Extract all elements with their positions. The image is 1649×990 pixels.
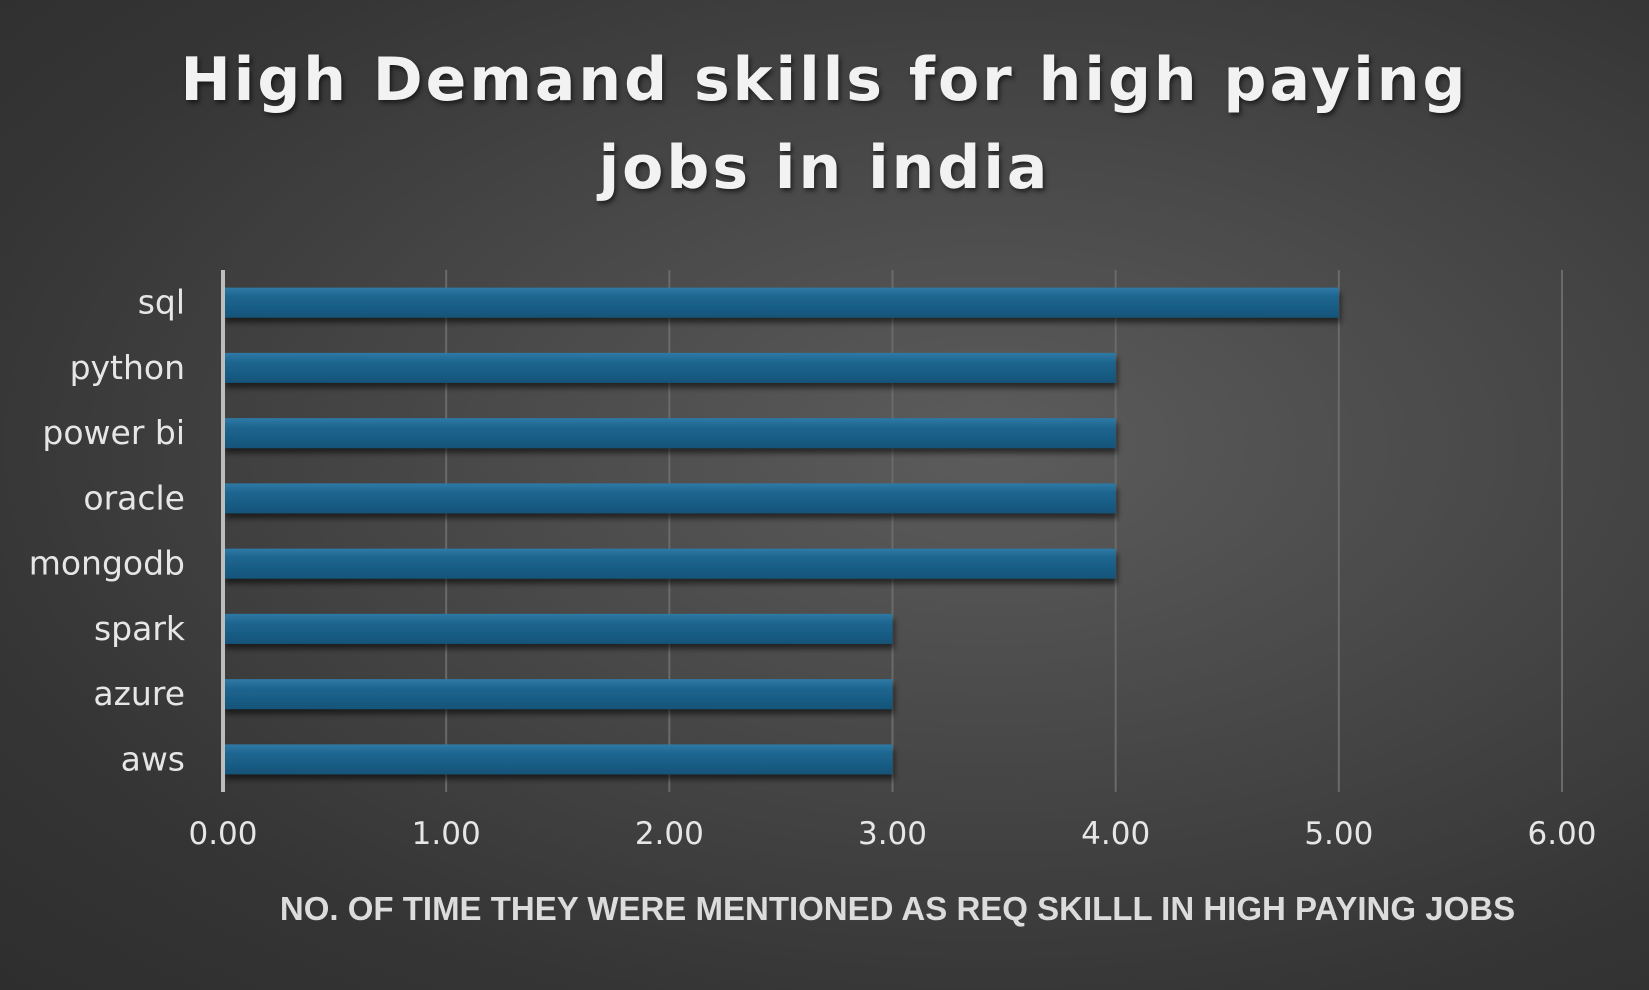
x-tick-label: 6.00 [1527, 816, 1596, 852]
bar-aws [223, 744, 893, 775]
x-tick-label: 5.00 [1304, 816, 1373, 852]
chart-title: High Demand skills for high paying jobs … [0, 36, 1649, 212]
y-category-label: sql [138, 283, 185, 322]
bar-python [223, 352, 1116, 383]
x-tick-label: 4.00 [1081, 816, 1150, 852]
bar-sql [223, 287, 1339, 318]
x-tick-label: 2.00 [635, 816, 704, 852]
gridlines [445, 270, 1563, 792]
x-axis-title: NO. OF TIME THEY WERE MENTIONED AS REQ S… [280, 890, 1515, 927]
y-category-label: oracle [83, 478, 185, 517]
y-category-label: aws [121, 739, 185, 778]
y-category-label: power bi [42, 413, 185, 452]
x-tick-label: 3.00 [858, 816, 927, 852]
bar-oracle [223, 483, 1116, 514]
x-tick-label: 0.00 [188, 816, 257, 852]
y-category-label: azure [93, 674, 185, 713]
labels: 0.00 1.00 2.00 3.00 4.00 5.00 6.00 sql python pow… [29, 283, 1597, 927]
y-category-label: python [70, 348, 185, 387]
bars [223, 287, 1339, 775]
bar-mongodb [223, 548, 1116, 579]
bar-azure [223, 679, 893, 710]
chart-title-line-2: jobs in india [598, 133, 1051, 203]
y-category-label: mongodb [29, 544, 185, 583]
bar-spark [223, 613, 893, 644]
chart-title-line-1: High Demand skills for high paying [180, 45, 1469, 115]
x-tick-label: 1.00 [412, 816, 481, 852]
y-category-label: spark [94, 609, 186, 648]
bar-power-bi [223, 418, 1116, 449]
